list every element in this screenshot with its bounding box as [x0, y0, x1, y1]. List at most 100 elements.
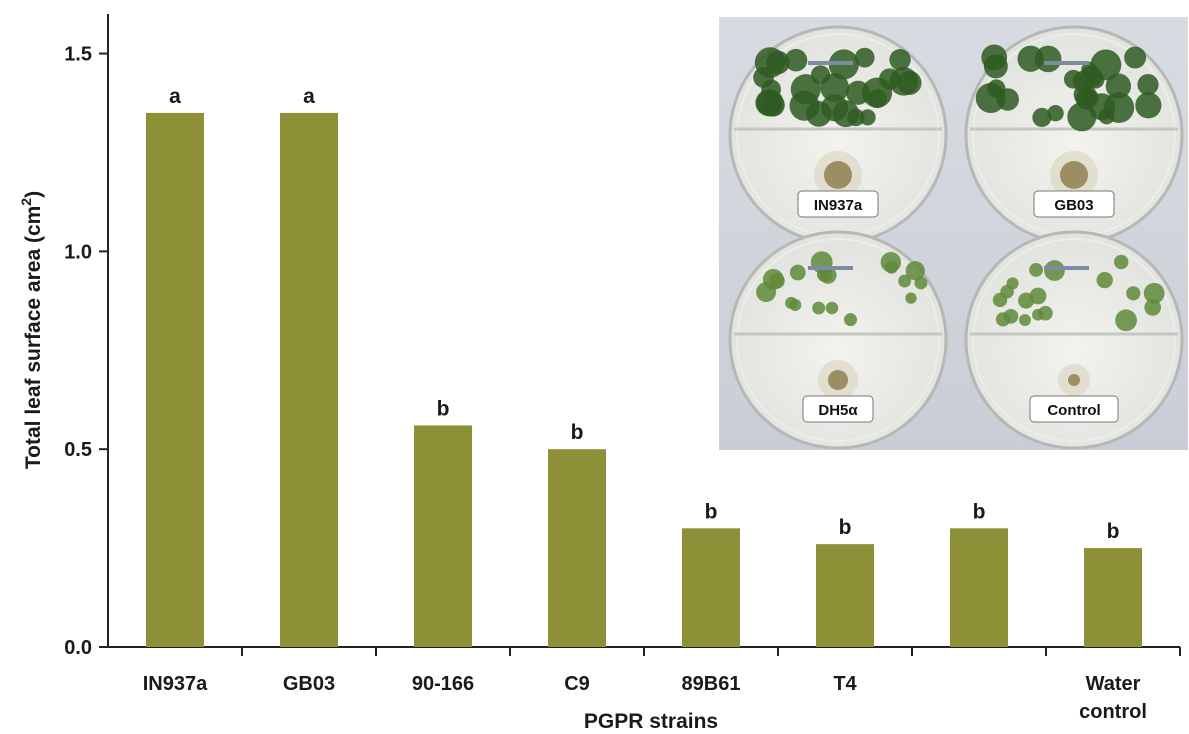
seedling [1063, 69, 1083, 89]
seedling [1124, 46, 1147, 69]
x-axis-title: PGPR strains [584, 710, 718, 733]
seedling [784, 48, 808, 72]
petri-plate: Control [964, 230, 1184, 450]
y-tick-label: 1.5 [64, 44, 92, 66]
seedling [867, 89, 887, 109]
seedling [1032, 308, 1044, 321]
x-tick-label: 89B61 [682, 673, 741, 695]
petri-plate: IN937a [728, 25, 948, 245]
x-tick-label: Water control [1079, 673, 1147, 723]
seedling [1003, 308, 1019, 324]
seedling [1081, 61, 1098, 78]
colony-spot [1060, 161, 1088, 189]
seedling [820, 73, 850, 102]
bar [548, 449, 606, 647]
bar [816, 544, 874, 647]
seedling [1044, 260, 1065, 281]
seedling [1135, 92, 1162, 119]
bar [146, 112, 204, 647]
x-tick-label: T4 [833, 673, 857, 695]
plate-label: DH5α [818, 402, 858, 419]
bar [414, 425, 472, 647]
seedling [1047, 105, 1064, 122]
x-tick-label: C9 [564, 673, 590, 695]
seedling [785, 296, 798, 310]
bar [682, 528, 740, 647]
x-tick-label: 90-166 [412, 673, 474, 695]
plate-label-box [802, 395, 874, 423]
x-ticks [241, 647, 1181, 656]
seedling [1019, 314, 1031, 326]
significance-letter: b [839, 516, 852, 539]
x-tick-label: IN937a [143, 673, 208, 695]
seedling [898, 274, 912, 288]
y-tick-label: 0.0 [64, 637, 92, 659]
petri-plates: IN937a GB03 DH5α Control [728, 25, 1184, 450]
plate-label-box [797, 190, 879, 218]
seedling [789, 264, 806, 281]
seedling [983, 54, 1008, 79]
seedling [905, 292, 917, 304]
seedling [1096, 271, 1113, 289]
seedling [1017, 45, 1044, 72]
plate-label: Control [1047, 402, 1100, 419]
seedling [1144, 299, 1161, 316]
seedling [1115, 309, 1137, 332]
y-axis-title-suffix: ) [22, 191, 45, 198]
seedling [1029, 262, 1044, 277]
x-tick-labels: IN937a GB03 90-166 C9 89B61 T4 Water control [143, 673, 1147, 723]
seedling [754, 47, 786, 78]
seedling [1006, 277, 1019, 290]
plate-label: GB03 [1054, 197, 1093, 214]
seedling [992, 292, 1008, 308]
bar [950, 528, 1008, 647]
seedling [878, 68, 901, 90]
seedling [825, 301, 839, 315]
seedling [1073, 83, 1097, 106]
y-ticks: 0.0 0.5 1.0 1.5 [64, 44, 108, 659]
seedling [854, 47, 875, 68]
colony-spot [1068, 374, 1080, 386]
seedling [1105, 73, 1132, 99]
y-tick-label: 1.0 [64, 241, 92, 263]
y-axis-title-superscript: 2 [18, 198, 34, 206]
significance-letter: b [571, 421, 584, 444]
seedling [905, 261, 925, 281]
seedling [987, 79, 1006, 98]
seedling [756, 282, 777, 303]
x-tick-label: GB03 [283, 673, 335, 695]
seedling [1126, 286, 1141, 301]
seedling [846, 80, 871, 105]
seedling [884, 260, 899, 274]
petri-plate: DH5α [728, 230, 948, 450]
seedling [914, 276, 928, 290]
plate-label-box [1029, 395, 1119, 423]
bars [146, 112, 1142, 647]
colony-spot [828, 370, 848, 390]
y-tick-label: 0.5 [64, 439, 92, 461]
colony-spot [824, 161, 852, 189]
seedling [790, 74, 821, 105]
y-axis-title-main: Total leaf surface area (cm [22, 206, 45, 469]
significance-letter: a [169, 85, 181, 108]
seedling [1143, 282, 1165, 304]
significance-letter: b [705, 500, 718, 523]
seedling [1032, 107, 1052, 128]
plate-label: IN937a [814, 197, 863, 214]
seedling [1137, 74, 1159, 96]
seedling [843, 313, 858, 327]
plate-label-box [1033, 190, 1115, 218]
seedling [1067, 102, 1097, 132]
seedling [859, 109, 876, 126]
significance-letter: b [1107, 520, 1120, 543]
significance-letter: b [973, 500, 986, 523]
petri-plate: GB03 [964, 25, 1184, 245]
significance-letter: a [303, 85, 315, 108]
bar [1084, 548, 1142, 647]
seedling [889, 49, 911, 71]
y-axis-title: Total leaf surface area (cm2) [18, 191, 45, 469]
bar [280, 112, 338, 647]
seedling [761, 93, 785, 117]
seedling [1114, 254, 1129, 270]
